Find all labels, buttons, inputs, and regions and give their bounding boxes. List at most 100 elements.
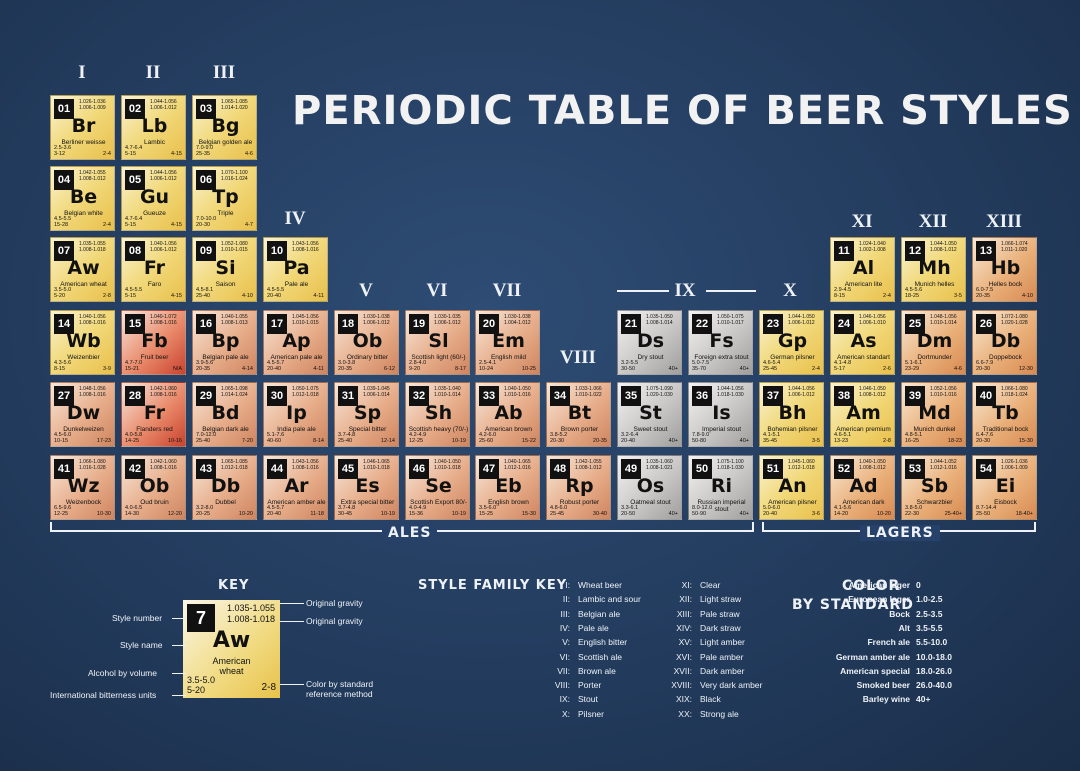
style-cell: 07 1.035-1.055 1.008-1.018 Aw American whea… (50, 237, 115, 302)
family-label: Clear (700, 580, 721, 590)
style-abv-ibu: 6.4-7.6 20-30 (976, 432, 994, 444)
family-label: Pale amber (700, 651, 744, 662)
style-gravity: 1.026-1.036 1.006-1.009 (1001, 459, 1028, 471)
lagers-label: LAGERS (860, 525, 940, 541)
style-abv-ibu: 4.5-8.1 25-40 (196, 287, 214, 299)
family-key-item: VI: Scottish ale (530, 652, 622, 662)
family-key-item: XVI: Pale amber (652, 651, 744, 662)
color-standard-row: European lager 1.0-2.5 (806, 594, 942, 604)
style-symbol: Sp (353, 402, 382, 424)
style-number: 43 (196, 459, 216, 479)
style-abv-ibu: 4.5-5.6 18-25 (905, 287, 923, 299)
style-number: 47 (479, 459, 499, 479)
style-symbol: Ei (995, 475, 1016, 497)
family-numeral: I: (565, 580, 570, 590)
family-key-item: XII: Light straw (652, 594, 741, 604)
style-number: 53 (905, 459, 925, 479)
family-numeral: XII: (679, 594, 692, 605)
family-key-item: XVIII: Very dark amber (652, 680, 762, 690)
group-numeral: VI (426, 280, 448, 301)
style-name: English brown (488, 499, 529, 506)
style-name: Robust porter (559, 499, 600, 506)
style-cell: 16 1.040-1.055 1.008-1.013 Bp Belgian pale … (192, 310, 257, 375)
style-cell: 36 1.044-1.056 1.018-1.030 Is Imperial stou… (688, 382, 753, 447)
style-srm: 4-10 (241, 293, 253, 299)
key-og1: 1.035-1.055 (227, 603, 276, 613)
style-name: Doppebock (989, 354, 1022, 361)
style-srm: 12-20 (167, 511, 182, 517)
family-label: Pale ale (578, 622, 609, 633)
family-key-item: XIV: Dark straw (652, 623, 740, 633)
style-abv-ibu: 5.1-7.6 40-60 (267, 432, 285, 444)
group-numeral: V (359, 280, 373, 301)
style-srm: 15-22 (521, 438, 536, 444)
family-label: Wheat beer (578, 580, 622, 590)
style-abv-ibu: 5.0-7.5 35-70 (692, 360, 710, 372)
style-cell: 31 1.039-1.045 1.006-1.014 Sp Special bitte… (334, 382, 399, 447)
style-name: American premium (836, 426, 891, 433)
style-srm: 25-40+ (944, 511, 962, 517)
style-symbol: Ds (636, 330, 665, 352)
style-gravity: 1.044-1.056 1.006-1.012 (150, 99, 177, 111)
style-gravity: 1.042-1.055 1.008-1.012 (79, 170, 106, 182)
family-numeral: III: (560, 608, 570, 619)
style-gravity: 1.046-1.056 1.006-1.010 (859, 314, 886, 326)
style-abv-ibu: 2.8-4.0 9-20 (409, 360, 427, 372)
key-line (172, 695, 186, 696)
style-number: 48 (550, 459, 570, 479)
style-name: American dark (842, 499, 885, 506)
style-symbol: Ri (710, 475, 733, 497)
family-key-item: VIII: Porter (530, 680, 601, 690)
style-number: 37 (763, 386, 783, 406)
style-cell: 39 1.052-1.056 1.010-1.016 Md Munich dunkel… (901, 382, 966, 447)
family-key-item: III: Belgian ale (530, 608, 621, 619)
style-abv-ibu: 3.7-4.8 25-40 (338, 432, 356, 444)
color-standard-name: European lager (848, 594, 910, 605)
style-gravity: 1.035-1.055 1.008-1.018 (79, 241, 106, 253)
style-abv-ibu: 3.2-6.4 20-40 (621, 432, 639, 444)
style-symbol: Se (425, 475, 452, 497)
key-label-ibu: International bitterness units (50, 690, 157, 700)
style-srm: 6-12 (383, 366, 395, 372)
style-gravity: 1.045-1.060 1.012-1.018 (788, 459, 815, 471)
style-symbol: Sb (920, 475, 949, 497)
style-name: Pale ale (284, 281, 309, 288)
style-cell: 44 1.043-1.056 1.008-1.016 Ar American ambe… (263, 455, 328, 520)
style-gravity: 1.042-1.055 1.008-1.012 (575, 459, 602, 471)
group-ix-line (706, 290, 756, 292)
style-symbol: Wb (66, 330, 101, 352)
style-symbol: Em (492, 330, 525, 352)
style-srm: 4-6 (245, 151, 253, 157)
style-abv-ibu: 4.0-4.9 15-36 (409, 505, 427, 517)
style-srm: 10-19 (451, 511, 466, 517)
color-standard-value: 2.5-3.5 (916, 608, 943, 619)
style-srm: 40+ (668, 511, 678, 517)
style-abv-ibu: 2.5-3.6 3-12 (54, 145, 72, 157)
key-line (172, 673, 186, 674)
style-number: 49 (621, 459, 641, 479)
style-number: 03 (196, 99, 216, 119)
style-gravity: 1.075-1.090 1.020-1.030 (646, 386, 673, 398)
style-name: Fruit beer (140, 354, 169, 361)
style-gravity: 1.042-1.060 1.008-1.016 (150, 459, 177, 471)
style-gravity: 1.035-1.040 1.010-1.014 (434, 386, 461, 398)
style-symbol: Tb (992, 402, 1019, 424)
style-cell: 18 1.030-1.038 1.006-1.012 Ob Ordinary bitt… (334, 310, 399, 375)
style-number: 38 (834, 386, 854, 406)
style-symbol: Dw (66, 402, 101, 424)
key-ibu: 5-20 (187, 685, 206, 695)
style-srm: 40+ (739, 511, 749, 517)
style-name: Dry stout (637, 354, 664, 361)
style-cell: 02 1.044-1.056 1.006-1.012 Lb Lambic 4.7-6.4… (121, 95, 186, 160)
style-symbol: Ap (282, 330, 311, 352)
style-srm: 30-40 (592, 511, 607, 517)
style-abv-ibu: 4.1-4.8 5-17 (834, 360, 852, 372)
key-number: 7 (187, 604, 215, 632)
style-symbol: Si (215, 257, 236, 279)
style-srm: 4-15 (170, 293, 182, 299)
key-sample-cell: 7 1.035-1.055 1.008-1.018 Aw American wh… (183, 600, 280, 698)
style-cell: 21 1.035-1.050 1.008-1.014 Ds Dry stout 3.2-… (617, 310, 682, 375)
style-number: 22 (692, 314, 712, 334)
style-symbol: Ab (494, 402, 523, 424)
style-cell: 22 1.050-1.075 1.010-1.017 Fs Foreign extra… (688, 310, 753, 375)
